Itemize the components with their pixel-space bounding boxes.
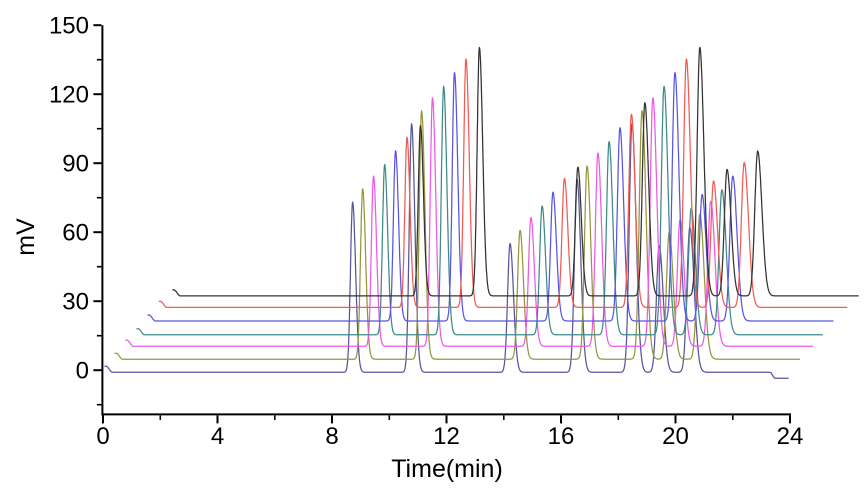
x-axis-title: Time(min) [391, 455, 503, 483]
y-axis-tick-label: 0 [76, 358, 89, 385]
trace-red [158, 58, 848, 309]
trace-blue [147, 71, 834, 322]
trace-olive [114, 110, 801, 360]
x-axis-tick-label: 8 [325, 423, 338, 450]
trace-navy [104, 123, 790, 379]
x-axis-tick-label: 16 [548, 423, 575, 450]
y-axis-tick-label: 90 [62, 151, 89, 178]
x-axis-tick-label: 0 [96, 423, 109, 450]
x-axis-tick-label: 20 [662, 423, 689, 450]
traces-group [104, 46, 859, 379]
axes-group: 0 30 60 90 120 150 0 4 8 12 16 20 24 [49, 13, 803, 450]
y-axis-tick-label: 60 [62, 220, 89, 247]
y-axis-tick-label: 30 [62, 289, 89, 316]
x-axis-tick-label: 4 [211, 423, 224, 450]
trace-magenta [125, 97, 813, 347]
trace-teal [136, 85, 823, 336]
x-axis-tick-label: 24 [777, 423, 804, 450]
y-axis-title: mV [12, 218, 40, 256]
trace-black [172, 46, 859, 297]
x-axis-tick-label: 12 [433, 423, 460, 450]
y-axis-tick-label: 120 [49, 82, 89, 109]
y-axis-tick-label: 150 [49, 13, 89, 40]
